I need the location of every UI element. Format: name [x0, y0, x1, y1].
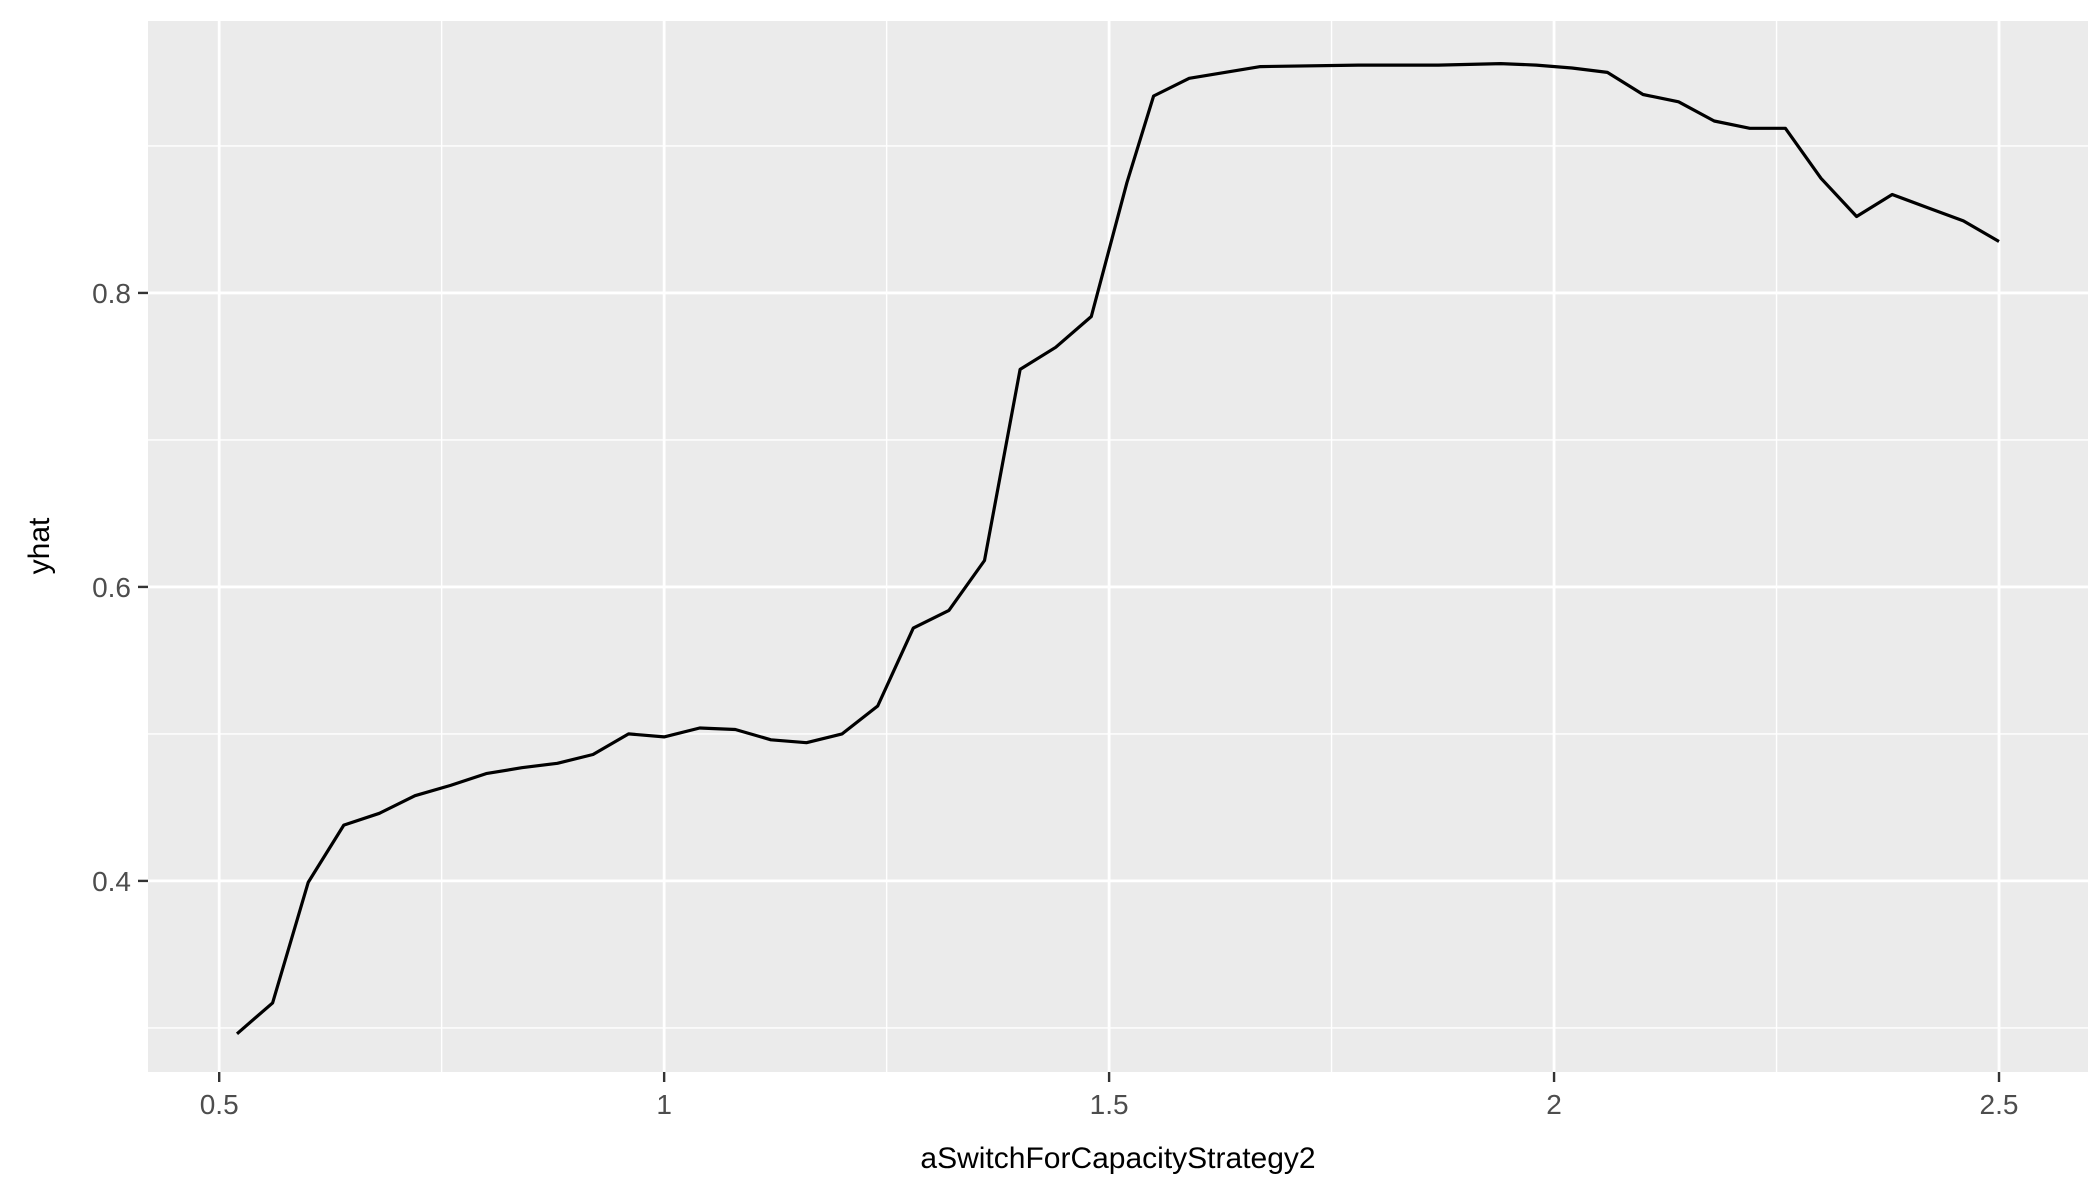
series-layer — [235, 61, 2000, 1036]
minor-gridlines — [148, 21, 2088, 1072]
axis-ticks — [138, 291, 2001, 1082]
x-tick-label: 2 — [1546, 1089, 1562, 1120]
y-tick-labels: 0.4 0.6 0.8 — [92, 278, 131, 897]
y-tick-label: 0.6 — [92, 572, 131, 603]
y-axis-title: yhat — [23, 517, 56, 574]
x-tick-label: 1.5 — [1090, 1089, 1129, 1120]
x-axis-title: aSwitchForCapacityStrategy2 — [920, 1142, 1315, 1175]
x-tick-label: 2.5 — [1980, 1089, 2019, 1120]
x-tick-labels: 0.5 1 1.5 2 2.5 — [200, 1089, 2019, 1120]
x-tick-label: 1 — [656, 1089, 672, 1120]
x-tick-label: 0.5 — [200, 1089, 239, 1120]
y-tick-label: 0.8 — [92, 278, 131, 309]
series-line — [235, 61, 2000, 1036]
y-tick-label: 0.4 — [92, 866, 131, 897]
major-gridlines — [148, 21, 2088, 1072]
plot-panel — [148, 21, 2088, 1072]
